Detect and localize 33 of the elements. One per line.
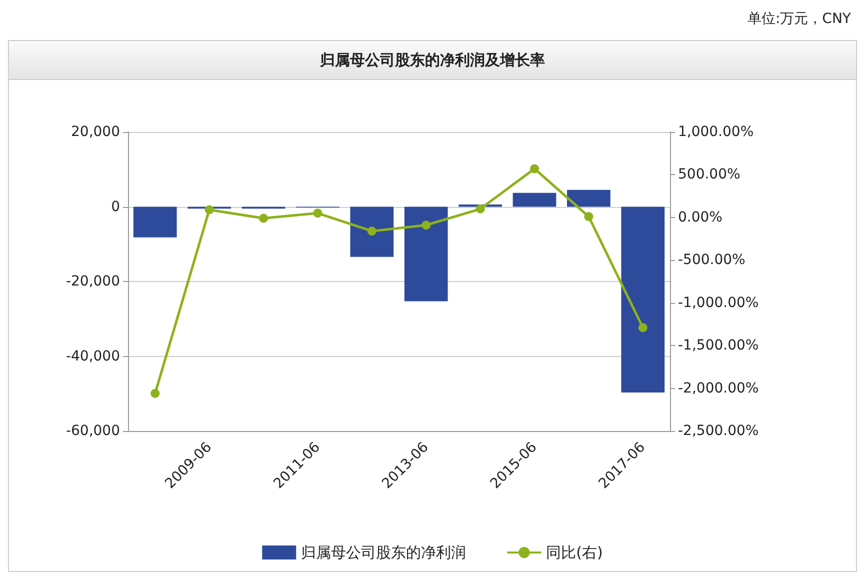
y2-tick-label: -1,000.00% <box>678 294 759 311</box>
legend-label: 同比(右) <box>546 544 603 562</box>
y2-tick-label: -2,500.00% <box>678 423 759 439</box>
y2-tick-label: -2,000.00% <box>678 380 759 396</box>
point <box>204 205 214 214</box>
text: 单位:万元，CNY <box>747 10 851 28</box>
chart-title: 归属母公司股东的净利润及增长率 <box>9 41 856 80</box>
point <box>367 226 376 236</box>
y2-tick-label: 500.00% <box>678 166 740 183</box>
y-tick-label: 0 <box>111 198 120 215</box>
point <box>476 204 485 214</box>
point <box>638 323 648 332</box>
y-tick-label: -60,000 <box>66 423 120 439</box>
y2-tick-label: 1,000.00% <box>678 124 754 140</box>
bar <box>133 206 177 238</box>
point <box>584 212 594 222</box>
point <box>259 214 268 223</box>
y2-tick-label: -500.00% <box>678 252 746 268</box>
bar <box>567 190 610 207</box>
y2-tick-label: 0.00% <box>678 209 722 226</box>
y-tick-label: 20,000 <box>71 124 120 140</box>
y2-tick-label: -1,500.00% <box>678 338 759 354</box>
bar <box>350 206 394 257</box>
bar <box>621 206 665 393</box>
bar <box>404 206 448 302</box>
legend-label: 归属母公司股东的净利润 <box>301 544 466 562</box>
point <box>422 220 431 230</box>
y-tick-label: -20,000 <box>66 274 120 290</box>
bar <box>512 192 556 207</box>
y-tick-label: -40,000 <box>66 348 120 364</box>
point <box>530 164 539 174</box>
point <box>313 208 322 218</box>
point <box>150 388 160 398</box>
